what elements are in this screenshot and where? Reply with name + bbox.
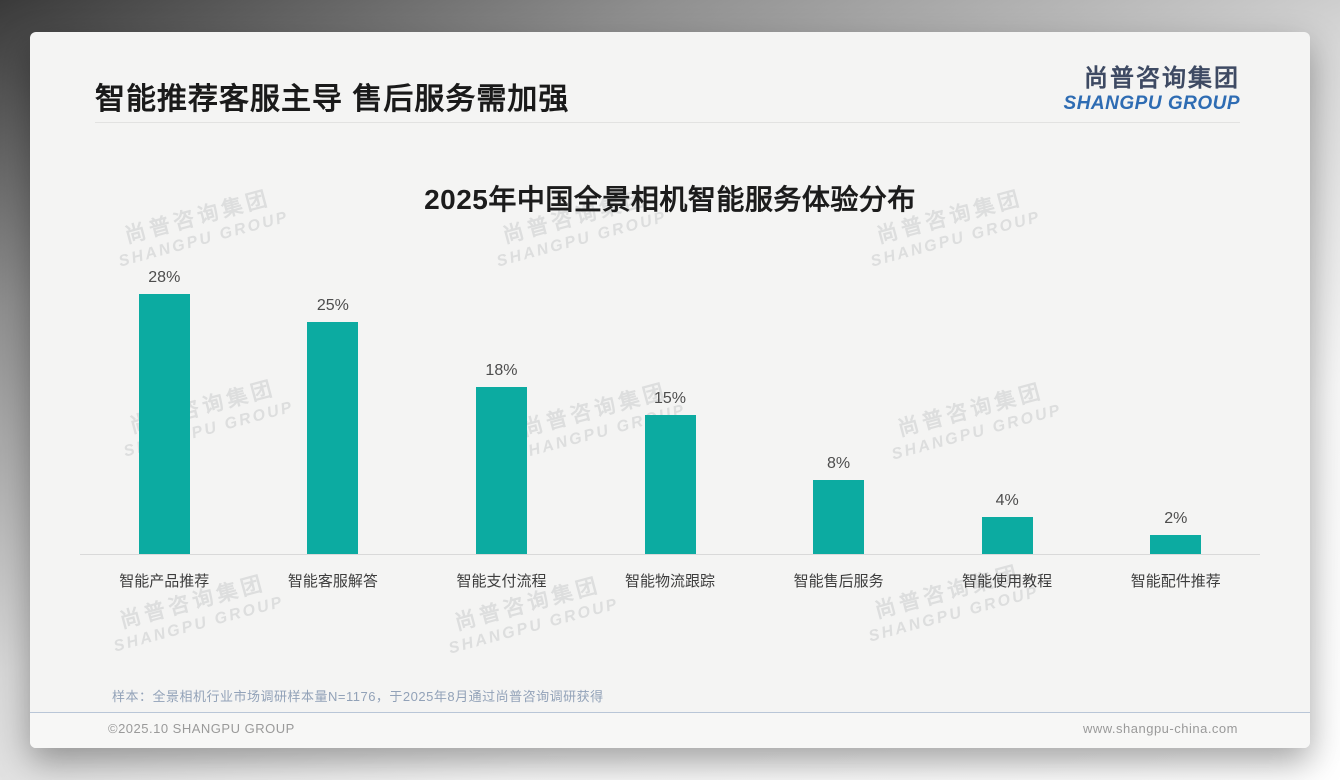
category-label: 智能售后服务 bbox=[793, 573, 884, 590]
bar bbox=[981, 517, 1033, 554]
slide-title: 智能推荐客服主导 售后服务需加强 bbox=[95, 83, 570, 116]
watermark-english-text: SHANGPU GROUP bbox=[446, 595, 621, 658]
bar bbox=[138, 294, 190, 554]
bar-value-label: 15% bbox=[654, 390, 687, 407]
bar-value-label: 2% bbox=[1164, 510, 1188, 527]
copyright-text: ©2025.10 SHANGPU GROUP bbox=[108, 721, 295, 736]
category-label: 智能物流跟踪 bbox=[625, 573, 716, 590]
category-axis: 智能产品推荐 智能客服解答 智能支付流程 智能物流跟踪 智能售后服务 智能使用教程 智能配件… bbox=[80, 570, 1260, 591]
bar bbox=[813, 480, 865, 554]
bar-column: 2% bbox=[1091, 510, 1260, 554]
watermark-english-text: SHANGPU GROUP bbox=[111, 593, 286, 656]
bar-column: 18% bbox=[417, 362, 586, 554]
bar-column: 4% bbox=[923, 492, 1092, 554]
bar-value-label: 18% bbox=[485, 362, 518, 379]
bar bbox=[475, 387, 527, 554]
bar-value-label: 25% bbox=[316, 297, 349, 314]
logo-english-text: SHANGPU GROUP bbox=[1063, 93, 1240, 114]
bar-column: 8% bbox=[754, 455, 923, 554]
slide-footer: ©2025.10 SHANGPU GROUP www.shangpu-china… bbox=[30, 712, 1310, 748]
category-label: 智能支付流程 bbox=[456, 573, 547, 590]
chart-title: 2025年中国全景相机智能服务体验分布 bbox=[424, 184, 916, 215]
watermark-english-text: SHANGPU GROUP bbox=[866, 583, 1041, 646]
category-label: 智能使用教程 bbox=[962, 573, 1053, 590]
slide-card: 尚普咨询集团 SHANGPU GROUP 尚普咨询集团 SHANGPU GROUP 尚普… bbox=[30, 32, 1310, 748]
category-label: 智能配件推荐 bbox=[1130, 573, 1221, 590]
watermark: 尚普咨询集团 SHANGPU GROUP bbox=[859, 554, 1041, 647]
company-logo: 尚普咨询集团 SHANGPU GROUP bbox=[1064, 58, 1240, 115]
logo-chinese-text: 尚普咨询集团 bbox=[1084, 65, 1240, 92]
website-url: www.shangpu-china.com bbox=[1082, 721, 1238, 736]
category-label: 智能客服解答 bbox=[287, 573, 378, 590]
bar-column: 15% bbox=[586, 390, 755, 554]
bar-value-label: 4% bbox=[995, 492, 1019, 509]
sample-note: 样本：全景相机行业市场调研样本量N=1176，于2025年8月通过尚普咨询调研获… bbox=[112, 689, 604, 704]
bar-value-label: 28% bbox=[148, 269, 181, 286]
bar-chart-plot-area: 28% 25% 18% 15% 8% 4% 2% bbox=[80, 260, 1260, 555]
bar-column: 25% bbox=[249, 297, 418, 554]
bar bbox=[644, 415, 696, 554]
bar bbox=[1150, 535, 1202, 554]
bar-column: 28% bbox=[80, 269, 249, 554]
category-label: 智能产品推荐 bbox=[119, 573, 210, 590]
bar-value-label: 8% bbox=[827, 455, 851, 472]
bar bbox=[307, 322, 359, 554]
header-divider bbox=[95, 122, 1240, 123]
